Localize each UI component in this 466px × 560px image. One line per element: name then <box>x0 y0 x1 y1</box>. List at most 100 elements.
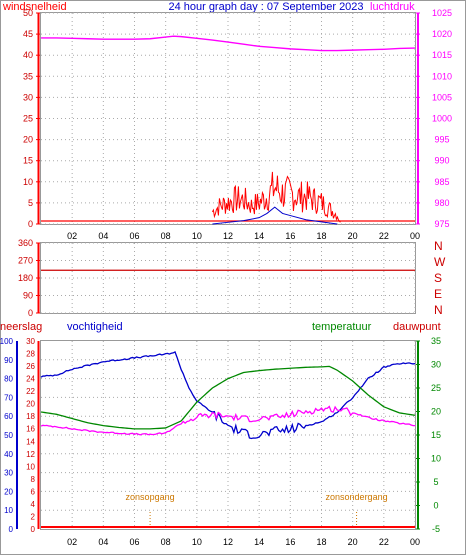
pressure-line <box>41 35 416 52</box>
neerslag-label: neerslag <box>0 321 42 333</box>
top-grid: 02 04 06 08 10 12 14 16 18 20 22 00 <box>41 12 420 241</box>
temperature-axis-tick-label: -5 <box>432 524 440 534</box>
rain-axis-tick-label: 18 <box>26 412 35 421</box>
rain-axis-tick-label: 0 <box>31 525 36 534</box>
humidity-axis-tick-label: 50 <box>4 431 13 440</box>
direction-axis-tick-label: 90 <box>23 291 33 301</box>
top-x-tick-label: 14 <box>254 231 264 241</box>
top-x-tick-label: 02 <box>67 231 77 241</box>
pressure-axis-tick-label: 1000 <box>432 114 452 124</box>
dauwpunt-label: dauwpunt <box>393 321 441 333</box>
dir-letter-e: E <box>434 287 442 301</box>
wind-axis-tick-label: 25 <box>23 114 33 124</box>
sunrise-label: zonsopgang <box>126 492 175 502</box>
rain-axis-tick-label: 8 <box>31 475 36 484</box>
rain-axis-tick-label: 28 <box>26 350 35 359</box>
temperature-axis-tick-label: 0 <box>433 501 438 511</box>
graph-title: 24 hour graph day : 07 September 2023 <box>168 1 363 13</box>
wind-axis-tick-label: 20 <box>23 135 33 145</box>
direction-axis-tick-label: 0 <box>28 308 33 318</box>
bottom-x-tick-label: 08 <box>161 537 171 547</box>
pressure-axis-tick-label: 980 <box>434 198 449 208</box>
pressure-axis-tick-label: 990 <box>434 156 449 166</box>
series-layer <box>40 35 416 528</box>
direction-axis-tick-label: 180 <box>18 273 33 283</box>
bottom-grid: 02 04 06 08 10 12 14 16 18 20 22 00 <box>41 341 420 547</box>
wind-axis-tick-label: 30 <box>23 92 33 102</box>
top-x-tick-label: 06 <box>129 231 139 241</box>
humidity-axis-tick-label: 90 <box>4 356 13 365</box>
vochtigheid-label: vochtigheid <box>67 321 123 333</box>
pressure-axis-tick-label: 985 <box>434 177 449 187</box>
humidity-axis-tick-label: 70 <box>4 393 13 402</box>
dir-letter-n-bottom: N <box>434 303 443 317</box>
pressure-axis-tick-label: 1010 <box>432 71 452 81</box>
dir-letter-s: S <box>434 271 442 285</box>
bottom-x-tick-label: 20 <box>348 537 358 547</box>
wind-axis-tick-label: 15 <box>23 156 33 166</box>
direction-axis-tick-label: 360 <box>18 238 33 248</box>
dir-letter-w: W <box>434 255 446 269</box>
bottom-x-tick-label: 18 <box>316 537 326 547</box>
top-panel <box>40 12 416 225</box>
humidity-axis-tick-label: 100 <box>0 337 14 346</box>
pressure-axis-tick-label: 1025 <box>432 8 452 18</box>
direction-axis-tick-label: 270 <box>18 256 33 266</box>
bottom-x-tick-label: 22 <box>379 537 389 547</box>
top-x-tick-label: 20 <box>348 231 358 241</box>
rain-axis-tick-label: 10 <box>26 462 35 471</box>
bottom-x-tick-label: 02 <box>67 537 77 547</box>
temperature-axis-tick-label: 10 <box>431 454 441 464</box>
pressure-axis-tick-label: 1015 <box>432 50 452 60</box>
wind-axis-tick-label: 10 <box>23 177 33 187</box>
top-x-tick-label: 04 <box>98 231 108 241</box>
temperature-axis-tick-label: 35 <box>431 336 441 346</box>
bottom-x-tick-label: 04 <box>98 537 108 547</box>
top-x-tick-label: 08 <box>161 231 171 241</box>
rain-axis-tick-label: 20 <box>26 400 35 409</box>
windsnelheid-label: windsnelheid <box>2 1 67 13</box>
bottom-x-tick-label: 14 <box>254 537 264 547</box>
rain-axis-tick-label: 22 <box>26 387 35 396</box>
bottom-x-tick-label: 10 <box>192 537 202 547</box>
rain-axis-tick-label: 30 <box>26 337 35 346</box>
wind-axis-tick-label: 40 <box>23 50 33 60</box>
direction-panel <box>40 242 416 314</box>
temperatuur-label: temperatuur <box>312 321 372 333</box>
wind-axis-tick-label: 50 <box>23 8 33 18</box>
rain-axis-tick-label: 24 <box>26 375 35 384</box>
top-x-tick-label: 10 <box>192 231 202 241</box>
humidity-axis-tick-label: 60 <box>4 412 13 421</box>
luchtdruk-label: luchtdruk <box>370 1 415 13</box>
rain-axis-tick-label: 26 <box>26 362 35 371</box>
rain-axis-tick-label: 16 <box>26 425 35 434</box>
sunset-label: zonsondergang <box>326 492 388 502</box>
pressure-axis-tick-label: 1005 <box>432 92 452 102</box>
pressure-axis-tick-label: 1020 <box>432 29 452 39</box>
top-x-tick-label: 16 <box>285 231 295 241</box>
wind-axis-tick-label: 45 <box>23 29 33 39</box>
humidity-axis-tick-label: 80 <box>4 375 13 384</box>
humidity-axis-tick-label: 0 <box>9 525 14 534</box>
humidity-axis-tick-label: 20 <box>4 487 13 496</box>
wind-axis-tick-label: 35 <box>23 71 33 81</box>
rain-axis-tick-label: 6 <box>31 487 36 496</box>
wind-axis-tick-label: 0 <box>28 219 33 229</box>
humidity-axis-tick-label: 40 <box>4 450 13 459</box>
rain-axis-tick-label: 2 <box>31 512 36 521</box>
temperature-axis-tick-label: 15 <box>431 430 441 440</box>
bottom-x-tick-label: 00 <box>410 537 420 547</box>
wind-gust-line <box>211 171 341 223</box>
rain-axis-tick-label: 14 <box>26 437 35 446</box>
bottom-x-tick-label: 06 <box>129 537 139 547</box>
dewpoint-line <box>40 405 416 436</box>
top-x-tick-label: 12 <box>223 231 233 241</box>
temperature-line <box>40 365 416 430</box>
humidity-axis-tick-label: 30 <box>4 469 13 478</box>
pressure-axis-tick-label: 995 <box>434 135 449 145</box>
direction-letters: N W S E N <box>434 239 446 317</box>
rain-axis-tick-label: 4 <box>31 500 36 509</box>
temperature-axis-tick-label: 25 <box>431 383 441 393</box>
